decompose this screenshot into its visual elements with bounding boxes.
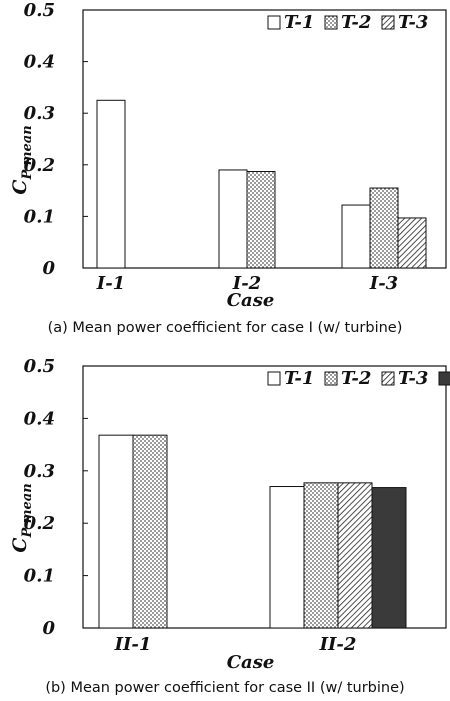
- legend-swatch: [267, 371, 281, 386]
- chart-panel-a: 0 0.1 0.2 0.3 0.4 0.5 CP mean I-1 I-2 I-3 Case T-1 T…: [9, 0, 447, 336]
- y-tick-label: 0.3: [24, 461, 55, 482]
- legend-swatch: [324, 15, 338, 30]
- legend-item-t-3: T-3: [381, 12, 428, 33]
- y-tick-label: 0: [42, 258, 55, 279]
- bar-t-1-ii-1: [98, 434, 134, 629]
- y-axis-label: CP mean: [9, 483, 35, 552]
- legend-label: T-2: [341, 12, 371, 33]
- bar-t-1-ii-2: [269, 486, 305, 629]
- plot-frame: [82, 365, 447, 629]
- bar-t-3-ii-2: [337, 482, 373, 629]
- bar-t-2-ii-1: [132, 434, 168, 629]
- bar-t-4-ii-2: [371, 487, 407, 629]
- legend-label: T-1: [284, 368, 314, 389]
- x-tick-label: II-2: [319, 634, 357, 655]
- bar-t-3-i-3: [397, 217, 427, 269]
- x-axis-title: Case: [227, 652, 275, 673]
- legend-item-t-4: T-4: [438, 371, 450, 386]
- legend-item-t-1: T-1: [267, 368, 314, 389]
- legend-label: T-3: [398, 12, 428, 33]
- y-axis-label: CP mean: [9, 125, 35, 194]
- y-axis-label-main: C: [9, 538, 31, 553]
- y-tick-label: 0.5: [24, 356, 55, 377]
- y-axis-label-main: C: [9, 180, 31, 195]
- legend-label: T-3: [398, 368, 428, 389]
- y-tick-label: 0: [42, 618, 55, 639]
- y-tick-label: 0.1: [24, 566, 55, 587]
- chart-panel-b: 0 0.1 0.2 0.3 0.4 0.5 CP mean II-1 II-2 Case T-1 T-…: [9, 356, 450, 696]
- y-tick-label: 0.2: [24, 155, 55, 176]
- y-axis-label-sub: P mean: [20, 483, 35, 538]
- legend-swatch: [381, 371, 395, 386]
- y-tick-label: 0.4: [24, 52, 55, 73]
- legend-item-t-3: T-3: [381, 368, 428, 389]
- x-tick-label: II-1: [114, 634, 152, 655]
- bar-t-2-i-2: [246, 171, 276, 269]
- legend-swatch: [438, 371, 450, 386]
- y-tick-label: 0.2: [24, 513, 55, 534]
- legend-swatch: [267, 15, 281, 30]
- y-tick-label: 0.4: [24, 408, 55, 429]
- bar-t-2-i-3: [369, 187, 399, 269]
- legend-item-t-2: T-2: [324, 12, 371, 33]
- y-tick-label: 0.1: [24, 206, 55, 227]
- x-axis-title: Case: [227, 290, 275, 311]
- figure-caption: (a) Mean power coefficient for case I (w…: [48, 320, 403, 336]
- bar-t-1-i-2: [218, 169, 248, 269]
- legend-item-t-2: T-2: [324, 368, 371, 389]
- bar-t-2-ii-2: [303, 482, 339, 629]
- bar-t-1-i-3: [341, 204, 371, 269]
- legend-swatch: [381, 15, 395, 30]
- legend-label: T-2: [341, 368, 371, 389]
- x-tick-label: I-3: [369, 273, 398, 294]
- figure-caption: (b) Mean power coefficient for case II (…: [45, 680, 404, 696]
- legend-item-t-1: T-1: [267, 12, 314, 33]
- y-tick-label: 0.5: [24, 0, 55, 21]
- x-tick-label: I-2: [232, 273, 261, 294]
- legend-swatch: [324, 371, 338, 386]
- y-tick-label: 0.3: [24, 103, 55, 124]
- y-axis-label-sub: P mean: [20, 125, 35, 180]
- legend-label: T-1: [284, 12, 314, 33]
- bar-t-1-i-1: [96, 99, 126, 269]
- x-tick-label: I-1: [96, 273, 125, 294]
